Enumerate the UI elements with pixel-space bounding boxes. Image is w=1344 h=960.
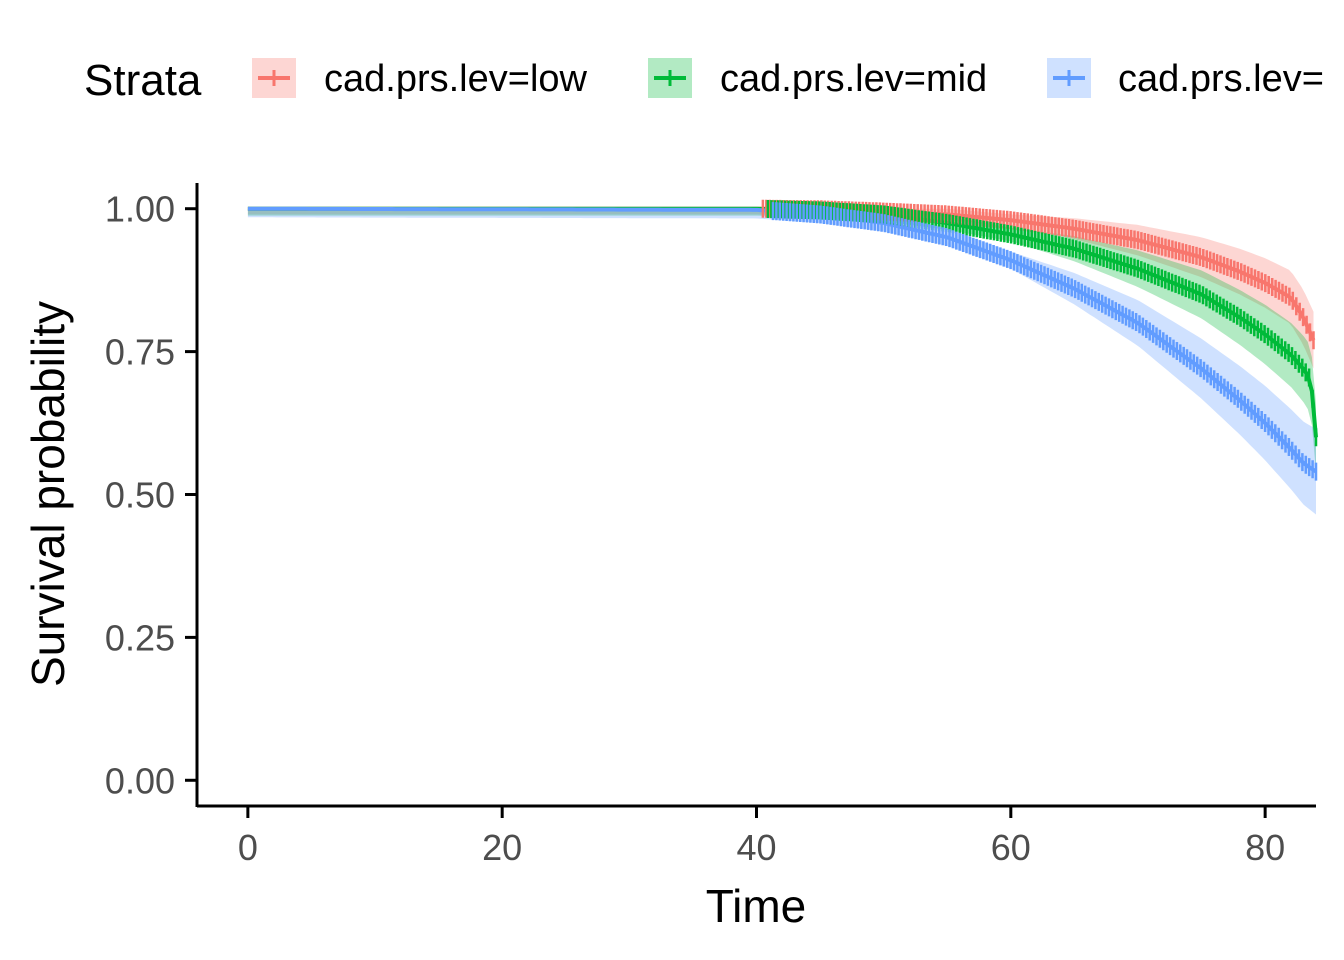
- x-axis-title: Time: [706, 880, 807, 932]
- y-tick-label: 0.50: [105, 475, 175, 516]
- censor-marks-high: [771, 202, 1318, 481]
- x-tick-label: 0: [238, 827, 258, 868]
- y-tick-label: 0.25: [105, 617, 175, 658]
- x-tick-label: 60: [991, 827, 1031, 868]
- x-tick-label: 80: [1245, 827, 1285, 868]
- legend-label-low: cad.prs.lev=low: [324, 58, 588, 100]
- x-axis-ticks: 0 20 40 60 80: [238, 806, 1285, 868]
- y-axis-ticks: 0.00 0.25 0.50 0.75 1.00: [105, 189, 197, 801]
- censor-marks: [761, 199, 1318, 481]
- legend-entry-high: cad.prs.lev=: [1047, 58, 1324, 100]
- legend-title: Strata: [84, 56, 202, 105]
- x-tick-label: 40: [736, 827, 776, 868]
- legend-label-mid: cad.prs.lev=mid: [720, 58, 987, 100]
- confidence-bands: [247, 208, 1316, 515]
- y-tick-label: 0.75: [105, 332, 175, 373]
- legend-entry-low: cad.prs.lev=low: [252, 58, 588, 100]
- legend-entry-mid: cad.prs.lev=mid: [648, 58, 987, 100]
- y-tick-label: 0.00: [105, 760, 175, 801]
- y-axis-title: Survival probability: [22, 301, 74, 687]
- legend-label-high: cad.prs.lev=: [1118, 58, 1324, 100]
- x-tick-label: 20: [482, 827, 522, 868]
- legend: Strata cad.prs.lev=low cad.prs.lev=mid c…: [84, 56, 1324, 105]
- y-tick-label: 1.00: [105, 189, 175, 230]
